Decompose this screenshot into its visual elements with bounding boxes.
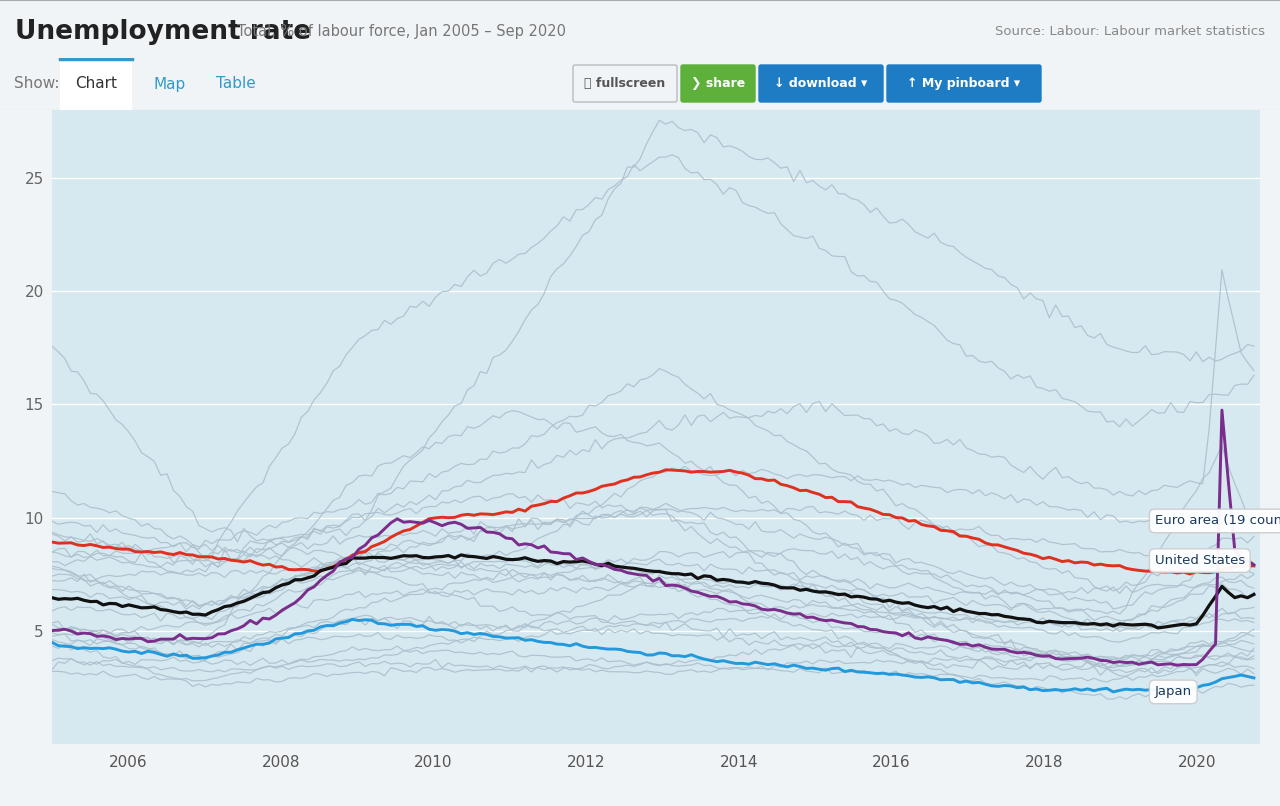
Text: Japan: Japan	[1155, 685, 1192, 699]
Text: Total, % of labour force, Jan 2005 – Sep 2020: Total, % of labour force, Jan 2005 – Sep…	[237, 24, 566, 39]
Text: Chart: Chart	[76, 77, 116, 92]
Text: Unemployment rate: Unemployment rate	[15, 19, 311, 45]
Text: Euro area (19 countries): Euro area (19 countries)	[1155, 514, 1280, 527]
Text: ↓ download ▾: ↓ download ▾	[774, 77, 868, 90]
Text: ❯ share: ❯ share	[691, 77, 745, 90]
Text: Show:: Show:	[14, 77, 59, 92]
FancyBboxPatch shape	[759, 65, 883, 102]
Text: ↑ My pinboard ▾: ↑ My pinboard ▾	[908, 77, 1020, 90]
Text: United States: United States	[1155, 554, 1245, 567]
Text: ⤢ fullscreen: ⤢ fullscreen	[585, 77, 666, 90]
FancyBboxPatch shape	[681, 65, 755, 102]
Text: Source: Labour: Labour market statistics: Source: Labour: Labour market statistics	[995, 26, 1265, 39]
Text: Table: Table	[216, 77, 256, 92]
Bar	[60, 58, 132, 110]
Text: Map: Map	[154, 77, 186, 92]
FancyBboxPatch shape	[573, 65, 677, 102]
FancyBboxPatch shape	[887, 65, 1041, 102]
